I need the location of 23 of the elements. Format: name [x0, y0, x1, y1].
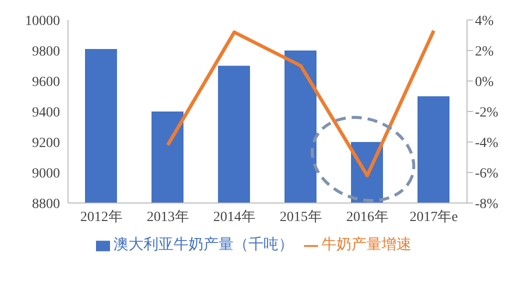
y2-tick-label: 0% — [475, 74, 494, 90]
x-tick-label: 2014年 — [213, 208, 256, 225]
line-series — [166, 28, 436, 178]
y-tick-label: 10000 — [25, 14, 60, 29]
x-tick-label: 2016年 — [346, 208, 388, 225]
y2-tick-label: -4% — [475, 136, 499, 151]
x-tick-label: 2017年e — [410, 208, 458, 225]
y2-tick-label: 4% — [475, 14, 494, 29]
y2-tick-label: -8% — [475, 196, 499, 212]
y-tick-label: 9400 — [32, 105, 60, 120]
legend-label: 澳大利亚牛奶产量（千吨） — [114, 237, 294, 253]
legend-label: 牛奶产量增速 — [322, 237, 412, 253]
y-tick-label: 8800 — [32, 196, 60, 212]
y-tick-label: 9000 — [32, 166, 60, 182]
x-tick-label: 2015年 — [280, 208, 322, 225]
y-tick-label: 9200 — [32, 136, 60, 151]
y2-tick-label: -2% — [475, 105, 499, 120]
y2-tick-label: 2% — [475, 44, 494, 60]
y-tick-label: 9600 — [32, 74, 60, 90]
x-tick-label: 2012年 — [80, 208, 122, 225]
y2-tick-label: -6% — [475, 166, 499, 182]
y-tick-label: 9800 — [32, 44, 60, 60]
x-tick-label: 2013年 — [146, 208, 189, 225]
